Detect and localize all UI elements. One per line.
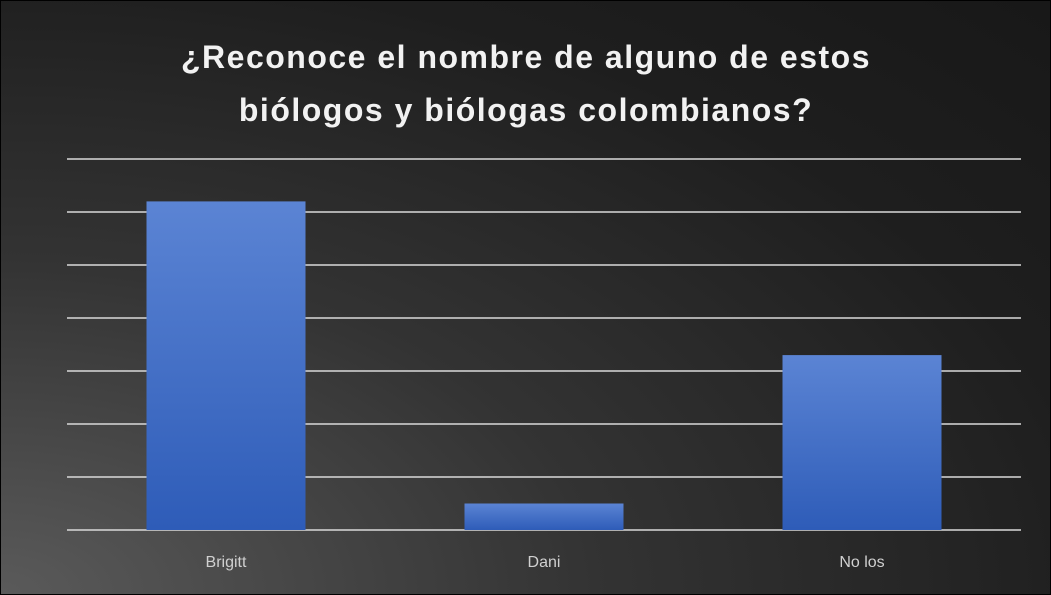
x-tick-label: No los <box>839 554 884 571</box>
x-tick-label: Brigitt <box>206 554 247 571</box>
bar <box>146 201 306 530</box>
chart-title: ¿Reconoce el nombre de alguno de estos b… <box>180 39 871 128</box>
bar <box>782 355 942 530</box>
x-tick-label: Dani <box>528 554 561 571</box>
bar <box>464 503 624 530</box>
